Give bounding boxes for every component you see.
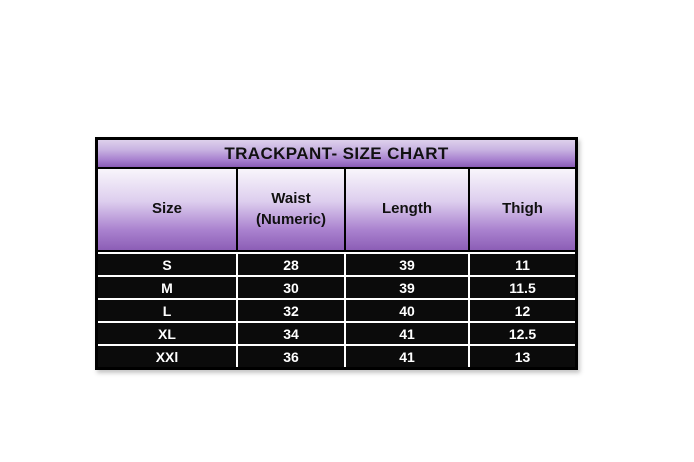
cell-waist: 36 — [236, 346, 344, 367]
cell-size: XXl — [98, 346, 236, 367]
table-row-xxl: XXl 36 41 13 — [98, 344, 575, 367]
table-row-m: M 30 39 11.5 — [98, 275, 575, 298]
cell-thigh: 11 — [468, 254, 575, 275]
cell-waist: 28 — [236, 254, 344, 275]
column-header-size: Size — [98, 169, 236, 250]
cell-size: M — [98, 277, 236, 298]
table-header-row: Size Waist (Numeric) Length Thigh — [98, 169, 575, 252]
cell-length: 41 — [344, 346, 468, 367]
cell-length: 41 — [344, 323, 468, 344]
cell-length: 40 — [344, 300, 468, 321]
cell-waist: 32 — [236, 300, 344, 321]
size-chart-table: TRACKPANT- SIZE CHART Size Waist (Numeri… — [95, 137, 578, 370]
cell-thigh: 13 — [468, 346, 575, 367]
cell-length: 39 — [344, 254, 468, 275]
cell-waist: 34 — [236, 323, 344, 344]
cell-waist: 30 — [236, 277, 344, 298]
cell-thigh: 12 — [468, 300, 575, 321]
cell-length: 39 — [344, 277, 468, 298]
chart-title-bar: TRACKPANT- SIZE CHART — [98, 140, 575, 169]
cell-size: XL — [98, 323, 236, 344]
cell-size: L — [98, 300, 236, 321]
table-body: S 28 39 11 M 30 39 11.5 L 32 40 12 XL 34… — [98, 252, 575, 367]
cell-size: S — [98, 254, 236, 275]
column-header-thigh: Thigh — [468, 169, 575, 250]
table-row-xl: XL 34 41 12.5 — [98, 321, 575, 344]
cell-thigh: 12.5 — [468, 323, 575, 344]
column-header-waist: Waist (Numeric) — [236, 169, 344, 250]
column-header-length: Length — [344, 169, 468, 250]
table-row-s: S 28 39 11 — [98, 252, 575, 275]
cell-thigh: 11.5 — [468, 277, 575, 298]
chart-title: TRACKPANT- SIZE CHART — [224, 143, 449, 163]
table-row-l: L 32 40 12 — [98, 298, 575, 321]
